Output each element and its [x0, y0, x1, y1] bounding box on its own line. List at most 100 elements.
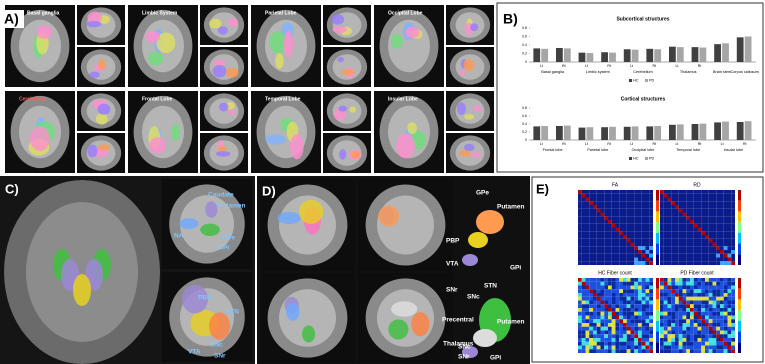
matrix-cell	[682, 190, 687, 194]
region-overlay	[149, 137, 166, 154]
matrix-cell	[619, 216, 623, 220]
matrix-cell	[667, 349, 672, 353]
matrix-cell	[671, 289, 675, 293]
matrix-cell	[581, 246, 586, 250]
matrix-cell	[678, 223, 683, 228]
matrix-cell	[705, 231, 709, 235]
label: E)	[536, 181, 549, 196]
matrix-cell	[630, 208, 635, 213]
matrix-cell	[581, 253, 586, 258]
region-overlay	[298, 199, 324, 224]
matrix-cell	[634, 334, 638, 338]
matrix-cell	[720, 205, 724, 209]
matrix-cell	[619, 285, 623, 290]
matrix-cell	[619, 193, 623, 198]
matrix-cell	[690, 315, 694, 320]
matrix-cell	[634, 223, 638, 228]
region-overlay	[218, 102, 229, 112]
matrix-cell	[667, 296, 672, 301]
matrix-cell	[619, 220, 623, 224]
matrix-cell	[667, 216, 672, 220]
matrix-cell	[671, 238, 675, 243]
matrix-cell	[585, 212, 590, 217]
label: GPe	[476, 190, 489, 197]
matrix-cell	[600, 281, 605, 286]
matrix-cell	[690, 330, 694, 335]
matrix-cell	[638, 220, 642, 224]
matrix-cell	[720, 278, 724, 282]
x-tick-label: Lt	[630, 64, 633, 68]
region-overlay	[217, 26, 228, 35]
matrix-cell	[671, 242, 675, 247]
matrix-cell	[641, 190, 646, 194]
matrix-cell	[649, 349, 653, 353]
region-overlay	[87, 144, 98, 158]
matrix-cell	[675, 341, 679, 346]
matrix-cell	[630, 231, 635, 235]
matrix-cell	[634, 212, 638, 217]
matrix-cell	[712, 296, 717, 301]
matrix-cell	[578, 257, 582, 262]
matrix-cell	[645, 285, 650, 290]
matrix-cell	[731, 242, 735, 247]
matrix-cell	[712, 345, 717, 350]
matrix-cell	[712, 250, 717, 254]
matrix-cell	[686, 227, 690, 232]
matrix-cell	[697, 238, 702, 243]
matrix-cell	[589, 278, 593, 282]
matrix-cell	[701, 257, 705, 262]
matrix-cell	[641, 319, 646, 323]
matrix-cell	[705, 278, 709, 282]
matrix-cell	[716, 345, 720, 350]
region-overlay	[265, 134, 286, 145]
matrix-cell	[720, 323, 724, 327]
matrix-cell	[667, 326, 672, 331]
matrix-cell	[626, 341, 631, 346]
matrix-cell	[645, 300, 650, 305]
matrix-cell	[693, 304, 698, 308]
matrix-cell	[630, 300, 635, 305]
matrix-cell	[727, 308, 732, 312]
legend-swatch	[629, 157, 632, 160]
matrix-cell	[693, 278, 698, 282]
matrix-cell	[708, 257, 713, 262]
matrix-cell	[649, 323, 653, 327]
matrix-cell	[641, 330, 646, 335]
matrix-cell	[716, 246, 720, 250]
matrix-cell	[723, 261, 728, 265]
group-label: Basal ganglia	[541, 70, 565, 74]
matrix-cell	[641, 231, 646, 235]
matrix-cell	[675, 349, 679, 353]
matrix-cell	[671, 293, 675, 297]
matrix-cell	[619, 201, 623, 205]
matrix-cell	[705, 193, 709, 198]
matrix-cell	[716, 235, 720, 239]
label: PBP	[446, 238, 460, 245]
matrix-cell	[596, 296, 601, 301]
matrix-cell	[623, 319, 627, 323]
matrix-cell	[686, 231, 690, 235]
matrix-cell	[596, 341, 601, 346]
matrix-cell	[581, 257, 586, 262]
matrix-cell	[634, 341, 638, 346]
x-tick-label: Rt	[698, 142, 702, 146]
matrix-cell	[712, 315, 717, 320]
matrix-cell	[723, 253, 728, 258]
matrix-cell	[701, 300, 705, 305]
matrix-cell	[645, 281, 650, 286]
y-tick-label: 0	[525, 138, 527, 142]
colorbar	[656, 278, 659, 289]
matrix-cell	[600, 205, 605, 209]
matrix-cell	[589, 231, 593, 235]
label: Cerebellum	[19, 96, 47, 102]
matrix-cell	[615, 231, 620, 235]
matrix-cell	[723, 300, 728, 305]
matrix-cell	[581, 261, 586, 265]
matrix-cell	[678, 278, 683, 282]
matrix-cell	[634, 201, 638, 205]
matrix-cell	[720, 304, 724, 308]
matrix-cell	[727, 349, 732, 353]
matrix-cell	[611, 212, 616, 217]
matrix-cell	[727, 300, 732, 305]
matrix-cell	[619, 205, 623, 209]
